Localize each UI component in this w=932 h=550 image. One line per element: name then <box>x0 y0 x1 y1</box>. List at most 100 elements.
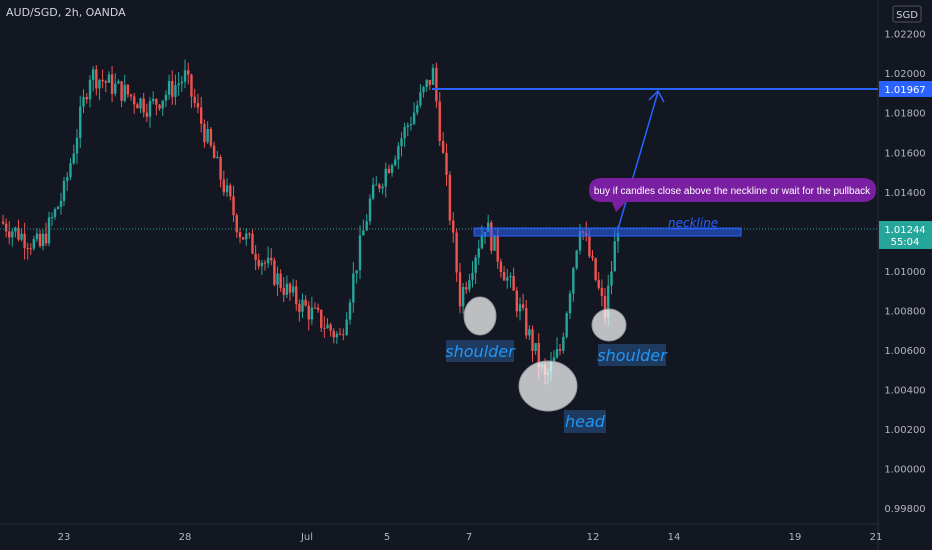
candle-down <box>85 96 88 100</box>
candle-down <box>329 324 332 331</box>
time-tick-label: 23 <box>58 532 71 543</box>
candle-down <box>212 145 216 159</box>
candle-down <box>458 272 462 307</box>
candle-down <box>199 107 203 124</box>
candle-down <box>209 128 213 146</box>
candle-down <box>133 96 136 105</box>
candle-up <box>575 250 578 269</box>
candle-down <box>23 233 26 248</box>
candle-down <box>387 168 391 173</box>
candle-up <box>98 79 101 89</box>
candle-up <box>412 112 416 124</box>
candle-down <box>332 330 335 338</box>
candle-up <box>371 184 375 199</box>
candle-down <box>455 232 458 273</box>
candle-up <box>35 233 39 240</box>
candle-up <box>139 98 142 109</box>
candle-down <box>257 259 260 267</box>
time-axis[interactable]: 23 28 Jul 5 7 12 14 19 21 <box>58 532 883 543</box>
candle-down <box>594 258 597 280</box>
candle-down <box>101 79 104 82</box>
candle-down <box>445 152 448 175</box>
candle-down <box>600 287 604 296</box>
candle-up <box>59 200 63 207</box>
candle-up <box>69 163 72 178</box>
time-tick-label: 7 <box>466 532 472 543</box>
time-tick-label: 5 <box>384 532 390 543</box>
candle-down <box>251 233 254 254</box>
candle-down <box>158 104 161 109</box>
candle-up <box>148 101 152 117</box>
candle-down <box>203 123 206 143</box>
candle-down <box>490 222 493 251</box>
candle-up <box>56 206 60 209</box>
candle-down <box>515 290 519 312</box>
candle-up <box>528 329 531 336</box>
candle-up <box>310 307 314 320</box>
candle-down <box>298 303 301 312</box>
candle-down <box>95 69 98 89</box>
candle-up <box>291 286 295 293</box>
target-price-tag <box>879 81 932 97</box>
candle-down <box>129 94 133 97</box>
candle-up <box>474 257 477 273</box>
candle-down <box>104 81 107 83</box>
candle-up <box>572 268 575 294</box>
candle-up <box>607 285 610 318</box>
candle-down <box>525 307 528 336</box>
candle-down <box>171 80 174 97</box>
candle-down <box>145 112 149 117</box>
candle-up <box>468 280 471 290</box>
candle-up <box>397 145 400 160</box>
price-tick-label: 1.01400 <box>884 188 925 199</box>
candle-up <box>161 100 164 109</box>
head-label: head <box>565 412 606 431</box>
candle-down <box>316 307 320 310</box>
price-tick-label: 1.01800 <box>884 109 925 120</box>
candle-down <box>378 184 381 189</box>
callout-text: buy if candles close above the neckline … <box>594 186 871 197</box>
candle-up <box>471 272 474 281</box>
price-tick-label: 1.00600 <box>884 346 925 357</box>
candle-up <box>486 222 490 233</box>
candle-down <box>323 327 326 329</box>
candle-up <box>151 98 155 102</box>
candle-down <box>273 260 276 285</box>
time-tick-label: 12 <box>587 532 600 543</box>
candle-down <box>196 103 200 108</box>
candle-up <box>266 257 270 264</box>
right-shoulder-circle <box>591 308 627 342</box>
candle-up <box>381 186 384 189</box>
candle-up <box>107 74 111 83</box>
candle-up <box>394 159 397 166</box>
price-tick-label: 1.01600 <box>884 148 925 159</box>
time-tick-label: 28 <box>179 532 192 543</box>
candle-up <box>53 208 57 218</box>
candle-up <box>422 87 425 93</box>
candle-down <box>222 179 226 193</box>
price-tick-label: 0.99800 <box>884 504 925 515</box>
candle-up <box>345 319 348 335</box>
bar-countdown: 55:04 <box>891 237 920 248</box>
candle-up <box>206 128 209 143</box>
candle-up <box>335 333 339 338</box>
candle-up <box>568 293 572 314</box>
price-tick-label: 1.02000 <box>884 69 925 80</box>
candle-up <box>518 304 522 312</box>
neckline-box[interactable] <box>473 227 742 237</box>
candle-up <box>62 181 66 201</box>
currency-badge[interactable] <box>892 5 922 23</box>
price-axis[interactable]: 1.02200 1.02000 1.01800 1.01600 1.01400 1.010… <box>884 30 925 516</box>
candle-up <box>552 357 556 362</box>
target-arrow-head <box>648 89 665 103</box>
candle-down <box>435 67 438 102</box>
candle-up <box>164 94 168 101</box>
candle-up <box>565 313 568 337</box>
price-tick-label: 1.01000 <box>884 267 925 278</box>
candle-down <box>603 295 607 318</box>
candle-up <box>368 198 372 222</box>
candle-down <box>120 81 123 101</box>
candle-up <box>50 217 54 219</box>
